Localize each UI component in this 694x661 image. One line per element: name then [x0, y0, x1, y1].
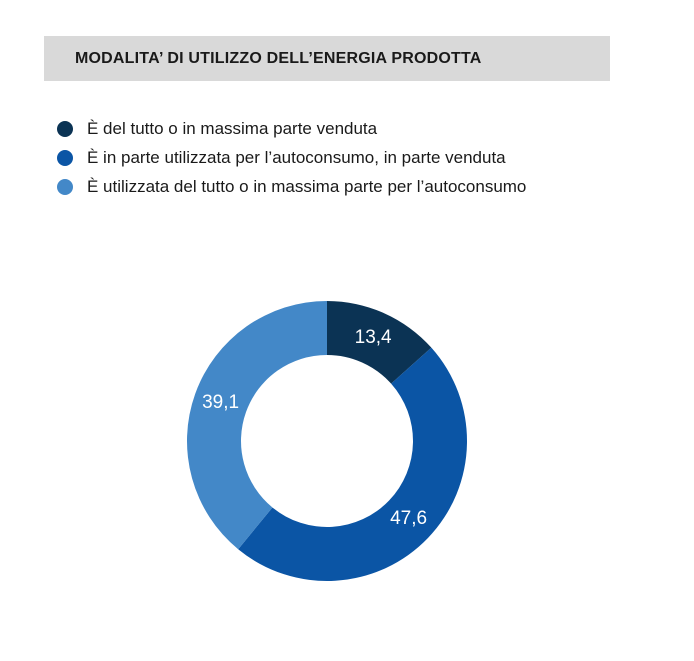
legend-item-selfconsumption: È utilizzata del tutto o in massima part…	[57, 172, 526, 201]
chart-title-box: MODALITA’ DI UTILIZZO DELL’ENERGIA PRODO…	[44, 36, 610, 81]
data-label-selfconsumption: 39,1	[202, 392, 239, 413]
legend-label-selfconsumption: È utilizzata del tutto o in massima part…	[87, 176, 527, 196]
data-label-partial: 47,6	[390, 508, 427, 529]
legend-swatch-selfconsumption	[57, 178, 73, 195]
chart-title: MODALITA’ DI UTILIZZO DELL’ENERGIA PRODO…	[75, 49, 482, 67]
donut-slice-sold	[327, 301, 432, 384]
donut-slice-partial	[238, 347, 468, 582]
data-label-sold: 13,4	[355, 327, 392, 348]
legend-label-sold: È del tutto o in massima parte venduta	[87, 118, 378, 138]
donut-slice-selfconsumption	[187, 301, 327, 550]
legend-swatch-sold	[57, 120, 73, 137]
legend-item-partial: È in parte utilizzata per l’autoconsumo,…	[57, 143, 526, 172]
legend: È del tutto o in massima parte venduta È…	[57, 114, 526, 201]
legend-label-partial: È in parte utilizzata per l’autoconsumo,…	[87, 147, 506, 167]
legend-swatch-partial	[57, 149, 73, 166]
legend-item-sold: È del tutto o in massima parte venduta	[57, 114, 526, 143]
